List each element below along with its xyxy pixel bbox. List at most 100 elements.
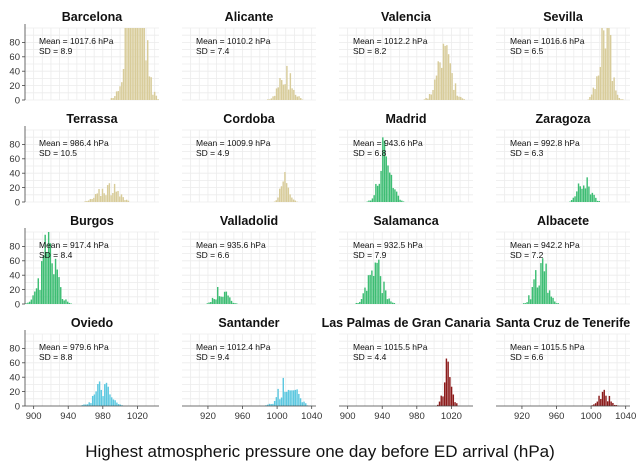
histogram-bar bbox=[526, 302, 528, 304]
histogram-bar bbox=[223, 291, 226, 304]
histogram-bar bbox=[432, 89, 434, 100]
histogram-bar bbox=[368, 200, 370, 202]
histogram-bar bbox=[608, 395, 611, 406]
histogram-bar bbox=[595, 197, 597, 202]
histogram-bar bbox=[25, 303, 27, 304]
histogram-bar bbox=[90, 403, 92, 406]
histogram-bar bbox=[225, 291, 228, 304]
histogram-bar bbox=[392, 188, 394, 202]
histogram-bar bbox=[286, 65, 288, 100]
x-tick-label: 1000 bbox=[581, 411, 602, 422]
panel-title: Oviedo bbox=[71, 316, 114, 330]
histogram-bar bbox=[463, 99, 465, 100]
x-tick-label: 900 bbox=[26, 411, 42, 422]
histogram-bar bbox=[273, 400, 276, 406]
panel-title: Zaragoza bbox=[536, 112, 592, 126]
histogram-bar bbox=[434, 79, 436, 100]
sd-annotation: SD = 7.9 bbox=[353, 250, 387, 260]
y-tick-label: 0 bbox=[15, 299, 20, 310]
histogram-bar bbox=[41, 261, 43, 304]
histogram-bar bbox=[272, 403, 274, 406]
y-tick-label: 40 bbox=[9, 373, 20, 384]
histogram-bar bbox=[439, 62, 441, 100]
histogram-bar bbox=[613, 77, 615, 100]
histogram-bar bbox=[114, 96, 116, 100]
histogram-bar bbox=[275, 200, 277, 202]
sd-annotation: SD = 8.9 bbox=[39, 46, 73, 56]
histogram-bar bbox=[93, 394, 96, 406]
histogram-bar bbox=[122, 68, 125, 100]
panel-title: Las Palmas de Gran Canaria bbox=[322, 316, 492, 330]
histogram-bar bbox=[284, 391, 286, 406]
x-axis-label: Highest atmospheric pressure one day bef… bbox=[85, 442, 555, 461]
histogram-bar bbox=[220, 296, 222, 304]
histogram-bar bbox=[152, 94, 154, 100]
histogram-bar bbox=[383, 281, 385, 304]
histogram-bar bbox=[594, 89, 596, 100]
histogram-bar bbox=[129, 28, 132, 100]
histogram-bar bbox=[27, 302, 29, 304]
histogram-bar bbox=[428, 93, 431, 100]
histogram-bar bbox=[100, 195, 102, 202]
panel-title: Salamanca bbox=[373, 214, 439, 228]
histogram-bar bbox=[576, 191, 578, 202]
histogram-bar bbox=[374, 262, 377, 304]
histogram-bar bbox=[554, 301, 556, 304]
histogram-bar bbox=[289, 194, 291, 202]
histogram-bar bbox=[115, 91, 118, 100]
histogram-bar bbox=[385, 290, 387, 304]
histogram-bar bbox=[303, 401, 305, 406]
histogram-bar bbox=[440, 395, 442, 406]
histogram-bar bbox=[590, 94, 593, 100]
histogram-bar bbox=[529, 299, 532, 304]
histogram-bar bbox=[234, 303, 236, 304]
histogram-bar bbox=[357, 302, 359, 304]
histogram-bar bbox=[437, 404, 439, 406]
sd-annotation: SD = 10.5 bbox=[39, 148, 77, 158]
histogram-bar bbox=[603, 389, 605, 406]
histogram-bar bbox=[423, 99, 426, 100]
histogram-bar bbox=[86, 404, 89, 406]
histogram-bar bbox=[287, 187, 290, 202]
histogram-bar bbox=[531, 287, 534, 304]
histogram-bar bbox=[143, 28, 145, 100]
histogram-bar bbox=[281, 80, 283, 100]
mean-annotation: Mean = 1015.5 hPa bbox=[510, 342, 585, 352]
histogram-bar bbox=[292, 390, 295, 406]
histogram-bar bbox=[557, 303, 559, 304]
histogram-bar bbox=[127, 200, 130, 202]
histogram-bar bbox=[206, 303, 209, 304]
histogram-bar bbox=[134, 28, 137, 100]
histogram-bar bbox=[32, 295, 34, 304]
histogram-bar bbox=[30, 299, 33, 304]
histogram-bar bbox=[268, 403, 271, 406]
histogram-bar bbox=[454, 402, 456, 406]
histogram-bar bbox=[294, 389, 297, 406]
histogram-bar bbox=[112, 193, 114, 202]
histogram-bar bbox=[102, 396, 104, 406]
histogram-bar bbox=[296, 389, 298, 406]
mean-annotation: Mean = 942.2 hPa bbox=[510, 240, 580, 250]
histogram-bar bbox=[380, 170, 382, 202]
sd-annotation: SD = 6.5 bbox=[510, 46, 544, 56]
histogram-bar bbox=[267, 99, 269, 100]
histogram-bar bbox=[88, 402, 90, 406]
histogram-bar bbox=[289, 73, 292, 100]
y-tick-label: 20 bbox=[9, 285, 20, 296]
histogram-bar bbox=[382, 137, 384, 202]
histogram-bar bbox=[291, 390, 293, 406]
x-tick-label: 980 bbox=[409, 411, 425, 422]
histogram-bar bbox=[618, 97, 621, 100]
histogram-bar bbox=[294, 94, 297, 100]
histogram-bar bbox=[110, 98, 113, 100]
histogram-bar bbox=[305, 403, 307, 406]
histogram-bar bbox=[449, 63, 452, 100]
histogram-bar bbox=[372, 275, 375, 304]
x-tick-label: 1040 bbox=[615, 411, 636, 422]
histogram-bar bbox=[97, 384, 99, 406]
histogram-bar bbox=[105, 195, 107, 202]
mean-annotation: Mean = 1012.4 hPa bbox=[196, 342, 271, 352]
